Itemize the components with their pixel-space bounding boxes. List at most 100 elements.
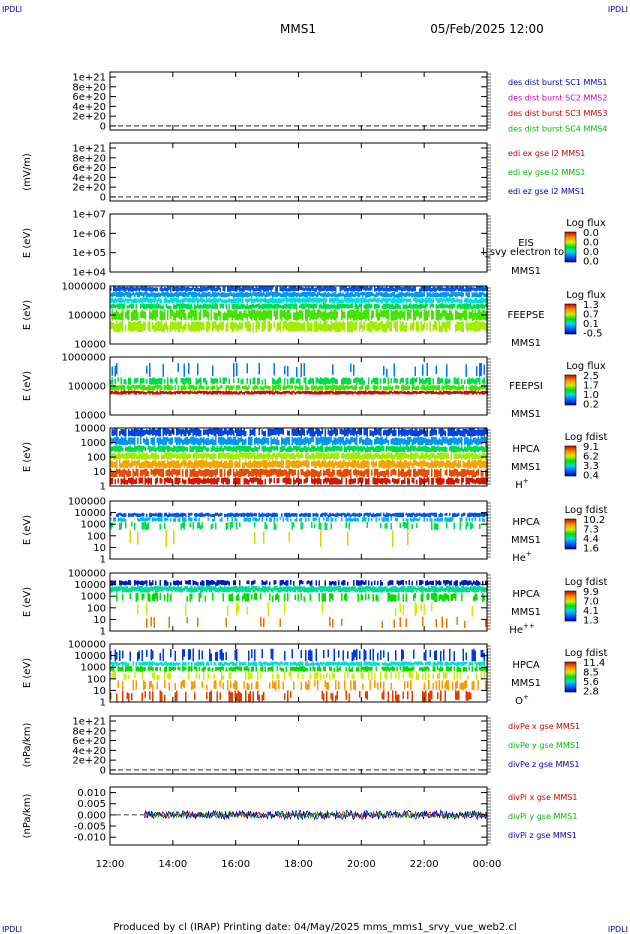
spectrogram-cell — [297, 437, 299, 446]
spectrogram-cell — [291, 377, 293, 384]
spectrogram-cell — [143, 429, 145, 436]
spectrogram-cell — [240, 311, 242, 321]
spectrogram-cell — [420, 429, 422, 435]
spectrogram-cell — [267, 438, 269, 445]
spectrogram-cell — [399, 452, 401, 460]
spectrogram-cell — [323, 311, 325, 321]
spectrogram-cell — [113, 286, 115, 291]
spectrogram-cell — [389, 587, 391, 592]
spectrogram-cell — [183, 391, 185, 395]
spectrogram-cell — [219, 297, 221, 302]
spectrogram-cell — [120, 377, 122, 385]
y-tick-label: 1e+21 — [72, 73, 106, 84]
spectrogram-cell — [353, 286, 355, 292]
spectrogram-cell — [231, 428, 233, 435]
spectrogram-cell — [299, 293, 301, 298]
spectrogram-cell — [326, 304, 328, 309]
spectrogram-cell — [144, 311, 146, 320]
spectrogram-cell — [141, 310, 143, 318]
spectrogram-cell — [270, 303, 272, 309]
spectrogram-cell — [482, 303, 484, 310]
spectrogram-cell — [399, 438, 401, 446]
spectrogram-cell — [116, 445, 118, 452]
spectrogram-cell — [210, 309, 212, 321]
spectrogram-cell — [375, 461, 377, 467]
spectrogram-cell — [207, 518, 209, 521]
spectrogram-cell — [164, 446, 166, 453]
spectrogram-cell — [272, 384, 274, 391]
spectrogram-cell — [290, 513, 292, 518]
spectrogram-cell — [366, 391, 368, 395]
spectrogram-cell — [353, 391, 355, 395]
spectrogram-cell — [164, 586, 166, 590]
spectrogram-cell — [362, 286, 364, 290]
spectrogram-cell — [132, 468, 134, 478]
spectrogram-cell — [254, 593, 256, 600]
spectrogram-cell — [215, 321, 217, 330]
spectrogram-cell — [123, 429, 125, 437]
spectrogram-cell — [309, 594, 311, 601]
spectrogram-cell — [413, 391, 415, 395]
spectrogram-cell — [405, 445, 407, 450]
spectrogram-cell — [273, 303, 275, 310]
spectrogram-cell — [305, 587, 307, 593]
spectrogram-cell — [350, 587, 352, 592]
spectrogram-cell — [411, 585, 413, 593]
spectrogram-cell — [321, 293, 323, 297]
spectrogram-cell — [246, 462, 248, 468]
spectrogram-cell — [261, 469, 263, 476]
spectrogram-cell — [131, 460, 133, 468]
spectrogram-cell — [401, 580, 403, 585]
spectrogram-cell — [272, 291, 274, 298]
spectrogram-cell — [357, 580, 359, 586]
spectrogram-cell — [134, 321, 136, 331]
spectrogram-cell — [419, 512, 421, 516]
spectrogram-cell — [399, 391, 401, 394]
y-tick-label: 4e+20 — [72, 102, 106, 113]
spectrogram-cell — [362, 297, 364, 304]
spectrogram-cell — [284, 385, 286, 390]
spectrogram-cell — [156, 462, 158, 468]
spectrogram-cell — [312, 445, 314, 452]
spectrogram-cell — [158, 303, 160, 309]
spectrogram-cell — [275, 390, 277, 394]
spectrogram-cell — [402, 518, 404, 521]
spectrogram-cell — [303, 287, 305, 291]
spectrogram-cell — [260, 286, 262, 292]
spectrogram-cell — [120, 312, 122, 320]
spectrogram-cell — [216, 512, 218, 516]
spectrogram-cell — [254, 586, 256, 593]
spectrogram-cell — [138, 452, 140, 460]
spectrogram-cell — [266, 517, 268, 522]
spectrogram-cell — [243, 478, 245, 485]
y-tick-label: 1000000 — [61, 353, 106, 364]
spectrogram-cell — [447, 292, 449, 296]
spectrogram-cell — [398, 512, 400, 518]
spectrogram-cell — [452, 585, 454, 592]
spectrogram-cell — [336, 445, 338, 452]
spectrogram-cell — [240, 586, 242, 592]
spectrogram-cell — [405, 391, 407, 395]
spectrogram-cell — [212, 460, 214, 467]
spectrogram-cell — [450, 298, 452, 304]
spectrogram-cell — [201, 385, 203, 390]
spectrogram-cell — [363, 428, 365, 436]
spectrogram-cell — [441, 517, 443, 522]
spectrogram-cell — [111, 298, 113, 303]
spectrogram-cell — [375, 594, 377, 601]
spectrogram-cell — [254, 460, 256, 469]
spectrogram-cell — [126, 305, 128, 309]
spectrogram-cell — [387, 468, 389, 478]
spectrogram-cell — [128, 385, 130, 391]
spectrogram-cell — [407, 521, 409, 530]
spectrogram-cell — [422, 286, 424, 292]
spectrogram-cell — [266, 286, 268, 292]
spectrogram-cell — [356, 292, 358, 296]
spectrogram-cell — [429, 390, 431, 394]
spectrogram-cell — [443, 303, 445, 309]
spectrogram-cell — [252, 386, 254, 391]
spectrogram-cell — [311, 452, 313, 459]
spectrogram-cell — [296, 367, 298, 378]
spectrogram-cell — [263, 431, 265, 437]
spectrogram-cell — [326, 517, 328, 522]
